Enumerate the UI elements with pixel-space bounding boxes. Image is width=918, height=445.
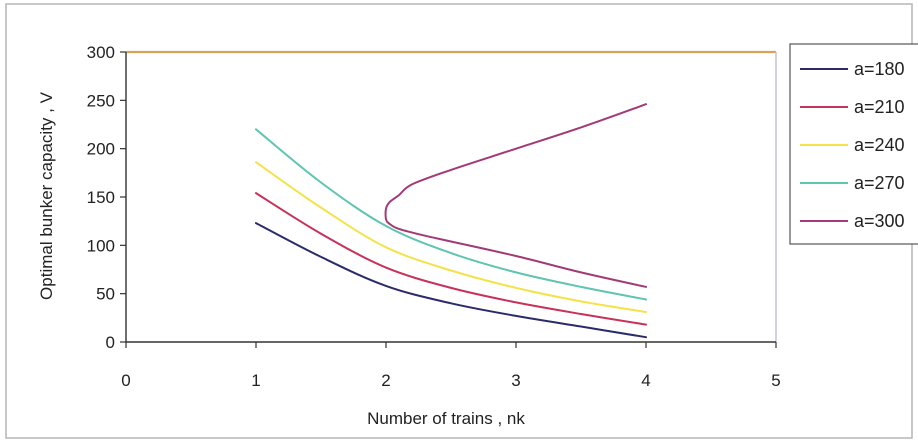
series-line-a=270: [255, 128, 647, 301]
y-tick-label: 50: [96, 285, 115, 304]
legend: a=180 a=210 a=240 a=270 a=300: [800, 59, 905, 231]
x-tick-label: 0: [121, 371, 130, 390]
y-axis-ticks: 0 50 100 150 200 250 300: [87, 43, 126, 352]
series-line-a=300: [384, 103, 647, 288]
y-tick-label: 250: [87, 91, 115, 110]
x-tick-label: 3: [511, 371, 520, 390]
series-line-a=180: [255, 222, 647, 339]
y-tick-label: 100: [87, 236, 115, 255]
plot-area: [126, 52, 776, 342]
legend-label: a=210: [854, 97, 905, 117]
series-lines: [255, 103, 647, 339]
y-tick-label: 200: [87, 140, 115, 159]
x-tick-label: 5: [771, 371, 780, 390]
x-tick-label: 2: [381, 371, 390, 390]
x-axis-ticks: 0 1 2 3 4 5: [121, 342, 781, 390]
series-line-a=210: [255, 192, 647, 326]
series-line-a=240: [255, 161, 647, 313]
x-axis-title: Number of trains , nk: [367, 409, 525, 428]
x-tick-label: 4: [641, 371, 650, 390]
legend-label: a=240: [854, 135, 905, 155]
x-tick-label: 1: [251, 371, 260, 390]
legend-label: a=270: [854, 173, 905, 193]
y-tick-label: 150: [87, 188, 115, 207]
y-tick-label: 0: [106, 333, 115, 352]
legend-label: a=180: [854, 59, 905, 79]
legend-label: a=300: [854, 211, 905, 231]
y-axis-title: Optimal bunker capacity , V: [37, 91, 56, 300]
y-tick-label: 300: [87, 43, 115, 62]
